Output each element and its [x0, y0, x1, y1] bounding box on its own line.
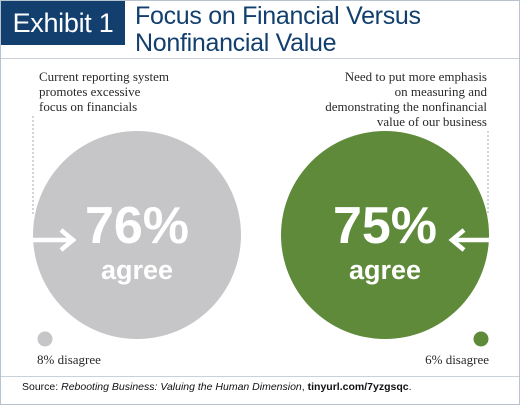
- chart-area: Current reporting system promotes excessi…: [1, 59, 519, 377]
- source-note: Source: Rebooting Business: Valuing the …: [22, 381, 512, 393]
- disagree-label-right: 6% disagree: [425, 352, 489, 367]
- source-separator: ,: [301, 381, 308, 393]
- source-prefix: Source:: [22, 381, 62, 393]
- source-divider: [1, 376, 519, 377]
- agree-label-left: agree: [101, 255, 173, 285]
- disagree-dot-right: [473, 331, 489, 347]
- statement-right-line-2: on measuring and: [395, 84, 488, 99]
- arrow-head-left: [59, 228, 77, 252]
- agree-value-left: 76%: [85, 197, 189, 255]
- source-publication: Rebooting Business: Valuing the Human Di…: [61, 381, 302, 393]
- exhibit-badge: Exhibit 1: [1, 1, 125, 45]
- statement-left-line-2: promotes excessive: [39, 84, 141, 99]
- statement-left-line-1: Current reporting system: [39, 69, 169, 84]
- statement-right-line-3: demonstrating the nonfinancial: [325, 99, 487, 114]
- source-suffix: .: [408, 381, 412, 393]
- source-link[interactable]: tinyurl.com/7yzgsqc: [307, 381, 409, 393]
- agree-label-right: agree: [349, 255, 421, 285]
- statement-left-line-3: focus on financials: [39, 99, 137, 114]
- agree-circle-right: [281, 131, 489, 339]
- title-divider: [1, 58, 519, 59]
- agree-value-right: 75%: [333, 197, 437, 255]
- exhibit-title: Focus on Financial Versus Nonfinancial V…: [135, 2, 421, 57]
- statement-right-line-1: Need to put more emphasis: [345, 69, 487, 84]
- statement-right-line-4: value of our business: [377, 114, 487, 129]
- disagree-dot-left: [37, 331, 53, 347]
- disagree-label-left: 8% disagree: [37, 352, 101, 367]
- arrow-head-right: [448, 228, 466, 252]
- agree-circle-left: [33, 131, 241, 339]
